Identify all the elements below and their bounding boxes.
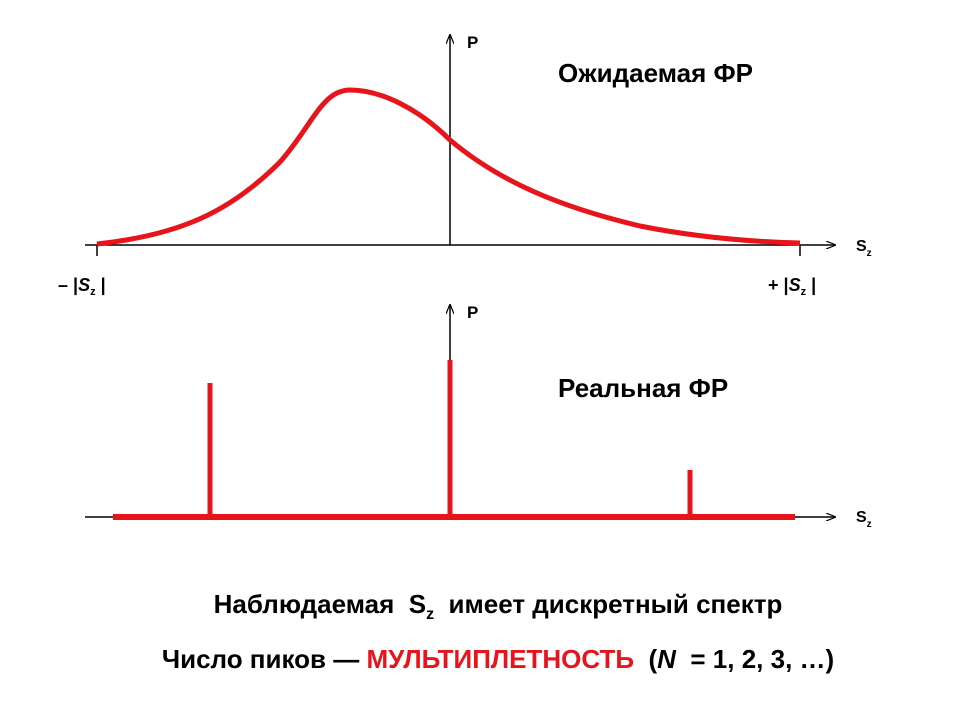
suffix: | <box>806 275 816 295</box>
main: S <box>78 275 90 295</box>
highlight: МУЛЬТИПЛЕТНОСТЬ <box>366 644 634 674</box>
x-label: Sz <box>856 509 872 530</box>
left-limit: – |Sz | <box>58 275 106 298</box>
text: Число пиков — <box>162 644 367 674</box>
right-limit: + |Sz | <box>768 275 816 298</box>
subscript: z <box>426 606 434 623</box>
x-label-main: S <box>856 509 867 526</box>
prefix: – | <box>58 275 78 295</box>
x-label-sub: z <box>867 248 872 259</box>
main: S <box>789 275 801 295</box>
expected-curve <box>96 87 801 247</box>
symbol: S <box>409 589 426 619</box>
variable: N <box>657 644 677 674</box>
prefix: + | <box>768 275 789 295</box>
y-label: P <box>467 303 478 322</box>
suffix: | <box>96 275 106 295</box>
sub: z <box>90 286 96 298</box>
text: ( <box>634 644 657 674</box>
panel-title: Реальная ФР <box>558 373 728 403</box>
text: Наблюдаемая <box>214 589 409 619</box>
caption-line: Число пиков — МУЛЬТИПЛЕТНОСТЬ (N = 1, 2,… <box>162 644 834 674</box>
x-label-main: S <box>856 238 867 255</box>
sub: z <box>801 286 807 298</box>
x-label: Sz <box>856 238 872 259</box>
x-label-sub: z <box>867 519 872 530</box>
text: имеет дискретный спектр <box>434 589 782 619</box>
text: = 1, 2, 3, …) <box>676 644 834 674</box>
y-label: P <box>467 33 478 52</box>
panel-title: Ожидаемая ФР <box>558 58 753 88</box>
caption-line: Наблюдаемая Sz имеет дискретный спектр <box>214 589 783 623</box>
